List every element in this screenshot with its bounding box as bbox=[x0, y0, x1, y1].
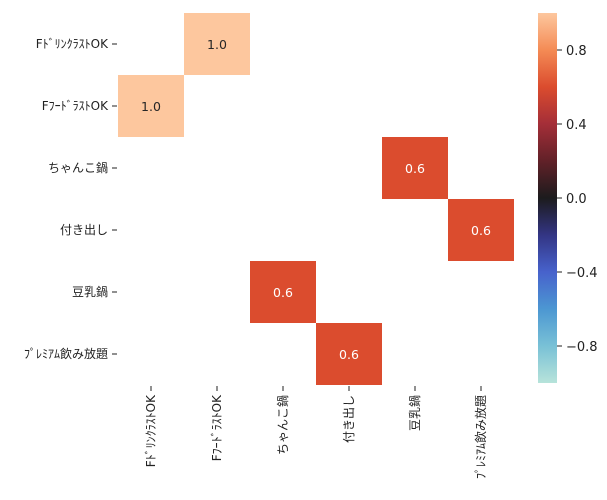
colorbar: −0.8 −0.4 0.0 0.4 0.8 bbox=[538, 13, 598, 383]
x-axis: FﾄﾞﾘﾝｸﾗｽﾄOK FﾌｰﾄﾞﾗｽﾄOK ちゃんこ鍋 付き出し 豆乳鍋 ﾌﾟﾚﾐｱﾑ飲… bbox=[144, 386, 488, 479]
y-tick-label: ﾌﾟﾚﾐｱﾑ飲み放題 bbox=[24, 346, 108, 361]
heatmap-cell bbox=[118, 75, 184, 137]
colorbar-gradient bbox=[538, 13, 557, 383]
y-tick-label: ちゃんこ鍋 bbox=[48, 160, 108, 175]
cell-value-label: 1.0 bbox=[207, 37, 227, 52]
cell-value-label: 0.6 bbox=[471, 223, 491, 238]
y-tick-label: FﾌｰﾄﾞﾗｽﾄOK bbox=[42, 99, 109, 113]
cell-value-label: 0.6 bbox=[273, 285, 293, 300]
heatmap-cell bbox=[448, 199, 514, 261]
y-tick-label: 豆乳鍋 bbox=[72, 284, 108, 299]
colorbar-tick-label: 0.8 bbox=[566, 44, 587, 59]
colorbar-tick-label: 0.0 bbox=[566, 192, 587, 207]
heatmap-cells bbox=[118, 13, 514, 385]
x-tick-label: FﾌｰﾄﾞﾗｽﾄOK bbox=[210, 394, 224, 461]
x-tick-label: FﾄﾞﾘﾝｸﾗｽﾄOK bbox=[144, 394, 158, 467]
x-tick-label: ちゃんこ鍋 bbox=[275, 395, 290, 455]
cell-value-label: 1.0 bbox=[141, 99, 161, 114]
x-tick-label: 豆乳鍋 bbox=[407, 395, 422, 431]
colorbar-tick-label: −0.4 bbox=[566, 266, 598, 281]
cell-value-label: 0.6 bbox=[339, 347, 359, 362]
y-tick-label: 付き出し bbox=[60, 223, 108, 237]
heatmap-cell bbox=[184, 13, 250, 75]
y-tick-label: FﾄﾞﾘﾝｸﾗｽﾄOK bbox=[36, 37, 109, 51]
heatmap-cell bbox=[382, 137, 448, 199]
x-tick-label: ﾌﾟﾚﾐｱﾑ飲み放題 bbox=[473, 395, 488, 479]
heatmap-cell bbox=[316, 323, 382, 385]
colorbar-tick-label: −0.8 bbox=[566, 340, 598, 355]
heatmap-cell-labels: 1.0 1.0 0.6 0.6 0.6 0.6 bbox=[141, 37, 491, 362]
x-tick-label: 付き出し bbox=[342, 395, 356, 443]
colorbar-tick-label: 0.4 bbox=[566, 118, 587, 133]
cell-value-label: 0.6 bbox=[405, 161, 425, 176]
heatmap-cell bbox=[250, 261, 316, 323]
